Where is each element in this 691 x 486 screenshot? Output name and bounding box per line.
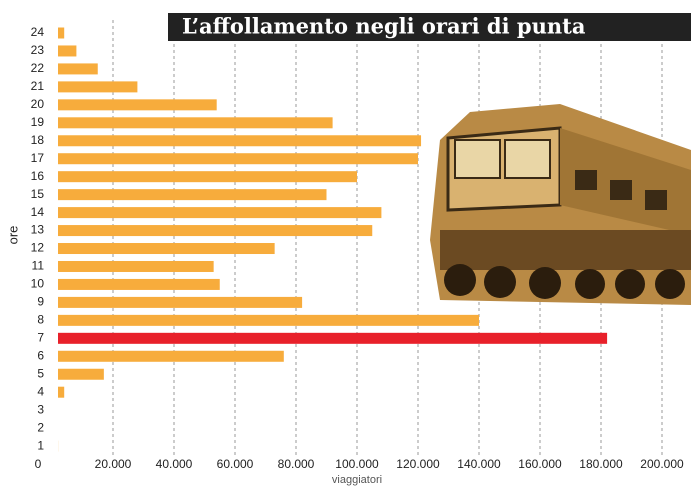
y-tick-label: 21	[31, 79, 45, 93]
bar	[58, 63, 98, 74]
y-tick-label: 7	[37, 330, 44, 344]
x-tick-label: 100.000	[335, 457, 379, 471]
y-tick-label: 10	[31, 277, 45, 291]
y-tick-label: 14	[31, 205, 45, 219]
x-tick-label: 140.000	[457, 457, 501, 471]
bar	[58, 315, 479, 326]
y-tick-label: 5	[37, 366, 44, 380]
y-tick-label: 3	[37, 402, 44, 416]
x-tick-label: 20.000	[95, 457, 132, 471]
bar	[58, 81, 137, 92]
x-tick-label: 120.000	[396, 457, 440, 471]
y-tick-label: 11	[32, 259, 45, 273]
y-tick-label: 1	[37, 438, 44, 452]
bar	[58, 28, 64, 39]
y-axis-label: ore	[5, 226, 20, 245]
bar	[58, 135, 421, 146]
x-tick-label: 160.000	[518, 457, 562, 471]
x-axis-label: viaggiatori	[332, 474, 382, 486]
y-tick-label: 13	[31, 223, 45, 237]
y-tick-label: 18	[31, 133, 45, 147]
y-tick-label: 19	[31, 115, 45, 129]
bar	[58, 99, 217, 110]
y-tick-label: 6	[37, 348, 44, 362]
bar	[58, 297, 302, 308]
chart: L’affollamento negli orari di punta ore …	[0, 0, 691, 486]
y-tick-label: 9	[37, 295, 44, 309]
bar	[58, 171, 357, 182]
bar	[58, 153, 418, 164]
bar	[58, 207, 381, 218]
bar	[58, 243, 275, 254]
x-tick-label: 40.000	[156, 457, 193, 471]
chart-title: L’affollamento negli orari di punta	[182, 14, 586, 39]
bar	[58, 189, 327, 200]
y-tick-label: 24	[31, 25, 45, 39]
bar	[58, 387, 64, 398]
x-tick-label: 60.000	[217, 457, 254, 471]
bar	[58, 333, 607, 344]
bar	[58, 117, 333, 128]
y-tick-label: 12	[31, 241, 45, 255]
y-tick-label: 17	[31, 151, 45, 165]
y-tick-label: 4	[37, 384, 44, 398]
x-tick-label: 80.000	[278, 457, 315, 471]
x-tick-label: 200.000	[640, 457, 684, 471]
bar	[58, 261, 214, 272]
bar	[58, 45, 76, 56]
y-tick-label: 8	[37, 313, 44, 327]
bar	[58, 225, 372, 236]
bar	[58, 369, 104, 380]
bar	[58, 279, 220, 290]
y-tick-label: 15	[31, 187, 45, 201]
train-illustration	[430, 104, 691, 305]
y-tick-label: 20	[31, 97, 45, 111]
x-tick-label: 180.000	[579, 457, 623, 471]
bar	[58, 351, 284, 362]
y-tick-label: 2	[37, 420, 44, 434]
y-tick-label: 23	[31, 43, 45, 57]
x-tick-label: 0	[35, 457, 42, 471]
y-tick-label: 16	[31, 169, 45, 183]
y-tick-label: 22	[31, 61, 45, 75]
